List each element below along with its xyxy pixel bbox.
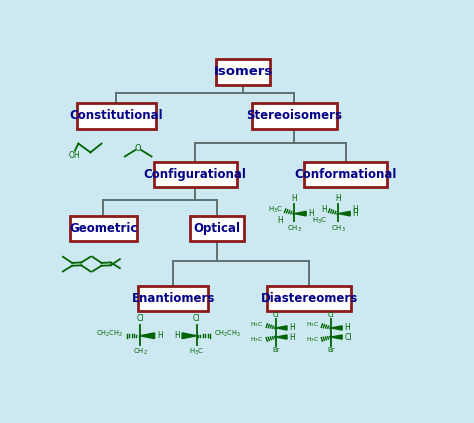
Text: CH$_2$: CH$_2$ xyxy=(133,347,147,357)
Text: Geometric: Geometric xyxy=(69,222,137,235)
Polygon shape xyxy=(331,326,342,330)
Text: H: H xyxy=(344,324,350,332)
Text: Stereoisomers: Stereoisomers xyxy=(246,110,342,122)
Text: H: H xyxy=(278,216,283,225)
Text: Cl: Cl xyxy=(273,312,279,318)
Text: Configurational: Configurational xyxy=(144,168,246,181)
Text: Constitutional: Constitutional xyxy=(69,110,163,122)
Polygon shape xyxy=(294,212,306,216)
FancyBboxPatch shape xyxy=(304,162,387,187)
Text: H: H xyxy=(308,209,314,218)
Polygon shape xyxy=(338,212,350,216)
FancyBboxPatch shape xyxy=(138,286,208,311)
Text: H$_3$C: H$_3$C xyxy=(306,335,319,344)
Text: H$_3$C: H$_3$C xyxy=(306,320,319,329)
Text: OH: OH xyxy=(69,151,80,160)
Polygon shape xyxy=(182,333,197,339)
Text: H$_3$C: H$_3$C xyxy=(189,347,204,357)
Text: Cl: Cl xyxy=(137,314,144,323)
Text: O: O xyxy=(135,144,142,153)
Text: H: H xyxy=(292,194,297,203)
Text: H: H xyxy=(352,205,358,214)
Text: CH$_3$: CH$_3$ xyxy=(287,223,302,233)
Text: H: H xyxy=(289,332,295,341)
Text: Optical: Optical xyxy=(194,222,241,235)
Text: H: H xyxy=(321,205,327,214)
Text: H$_3$C: H$_3$C xyxy=(267,205,283,215)
Text: CH$_2$CH$_3$: CH$_2$CH$_3$ xyxy=(214,329,241,339)
Text: CH$_2$CH$_2$: CH$_2$CH$_2$ xyxy=(96,329,123,339)
Text: H$_3$C: H$_3$C xyxy=(250,335,264,344)
FancyBboxPatch shape xyxy=(76,103,156,129)
Text: H: H xyxy=(352,209,358,218)
Text: H: H xyxy=(174,331,180,340)
FancyBboxPatch shape xyxy=(216,59,270,85)
FancyBboxPatch shape xyxy=(191,216,244,241)
FancyBboxPatch shape xyxy=(70,216,137,241)
Text: Br: Br xyxy=(272,347,280,354)
Text: Cl: Cl xyxy=(344,332,352,341)
Text: H$_3$C: H$_3$C xyxy=(250,320,264,329)
Text: Enantiomers: Enantiomers xyxy=(131,292,215,305)
Text: H$_3$C: H$_3$C xyxy=(312,216,328,226)
Text: Conformational: Conformational xyxy=(295,168,397,181)
Text: Cl: Cl xyxy=(328,312,335,318)
Text: H: H xyxy=(157,331,163,340)
Text: Diastereomers: Diastereomers xyxy=(260,292,358,305)
FancyBboxPatch shape xyxy=(252,103,337,129)
FancyBboxPatch shape xyxy=(154,162,237,187)
FancyBboxPatch shape xyxy=(266,286,352,311)
Text: Br: Br xyxy=(327,347,335,354)
Polygon shape xyxy=(331,335,342,339)
Polygon shape xyxy=(276,326,287,330)
Text: H: H xyxy=(289,324,295,332)
Text: Cl: Cl xyxy=(193,314,201,323)
Text: CH$_3$: CH$_3$ xyxy=(331,223,346,233)
Text: Isomers: Isomers xyxy=(213,66,273,78)
Text: H: H xyxy=(336,194,341,203)
Polygon shape xyxy=(140,333,155,339)
Polygon shape xyxy=(276,335,287,339)
